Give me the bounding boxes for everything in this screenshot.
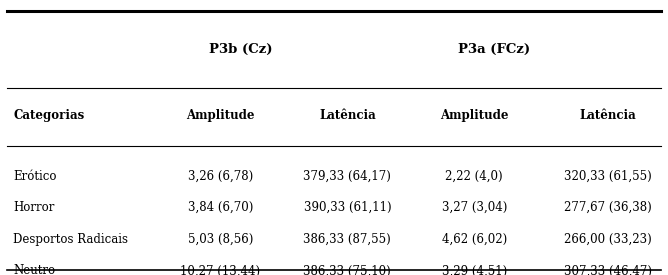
Text: 10,27 (13,44): 10,27 (13,44) — [180, 264, 261, 275]
Text: Categorias: Categorias — [13, 109, 85, 122]
Text: 390,33 (61,11): 390,33 (61,11) — [303, 201, 391, 214]
Text: 5,03 (8,56): 5,03 (8,56) — [188, 233, 253, 246]
Text: 2,22 (4,0): 2,22 (4,0) — [446, 169, 503, 183]
Text: 386,33 (87,55): 386,33 (87,55) — [303, 233, 391, 246]
Text: 3,26 (6,78): 3,26 (6,78) — [188, 169, 253, 183]
Text: 320,33 (61,55): 320,33 (61,55) — [564, 169, 652, 183]
Text: Desportos Radicais: Desportos Radicais — [13, 233, 128, 246]
Text: 307,33 (46,47): 307,33 (46,47) — [564, 264, 652, 275]
Text: P3b (Cz): P3b (Cz) — [208, 43, 273, 56]
Text: 266,00 (33,23): 266,00 (33,23) — [564, 233, 652, 246]
Text: P3a (FCz): P3a (FCz) — [458, 43, 530, 56]
Text: 4,62 (6,02): 4,62 (6,02) — [442, 233, 507, 246]
Text: 3,27 (3,04): 3,27 (3,04) — [442, 201, 507, 214]
Text: 277,67 (36,38): 277,67 (36,38) — [564, 201, 652, 214]
Text: 379,33 (64,17): 379,33 (64,17) — [303, 169, 391, 183]
Text: 3,84 (6,70): 3,84 (6,70) — [188, 201, 253, 214]
Text: Erótico: Erótico — [13, 169, 57, 183]
Text: Neutro: Neutro — [13, 264, 55, 275]
Text: Amplitude: Amplitude — [186, 109, 255, 122]
Text: Amplitude: Amplitude — [440, 109, 508, 122]
Text: Horror: Horror — [13, 201, 55, 214]
Text: Latência: Latência — [580, 109, 636, 122]
Text: 3,29 (4,51): 3,29 (4,51) — [442, 264, 507, 275]
Text: Latência: Latência — [319, 109, 375, 122]
Text: 386,33 (75,10): 386,33 (75,10) — [303, 264, 391, 275]
